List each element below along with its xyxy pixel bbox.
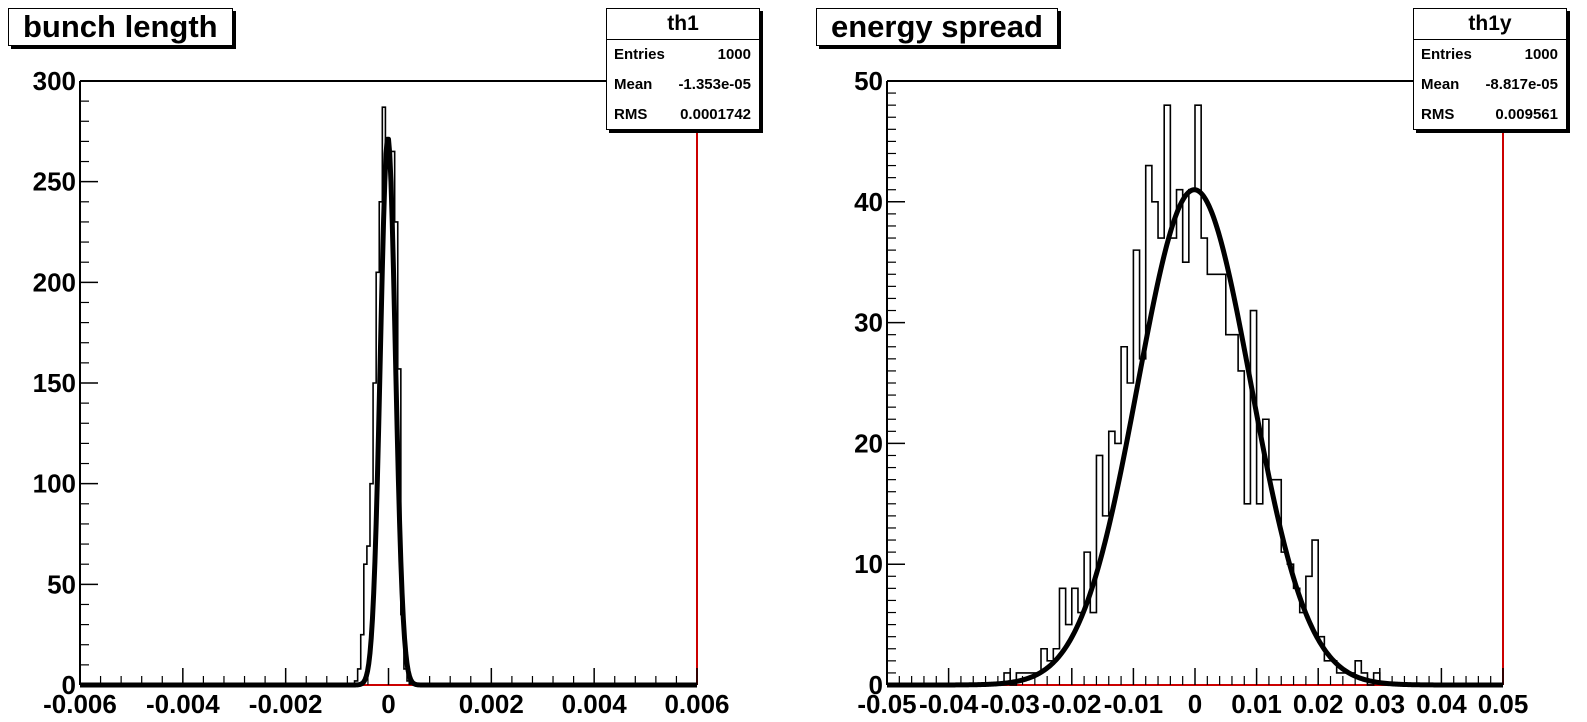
stats-value: -1.353e-05 xyxy=(678,76,751,93)
x-tick-label: 0 xyxy=(1188,689,1202,719)
stats-row-mean: Mean -8.817e-05 xyxy=(1414,70,1566,100)
stats-row-entries: Entries 1000 xyxy=(1414,40,1566,70)
histogram-bin xyxy=(1300,613,1306,685)
stats-name: th1y xyxy=(1414,9,1566,40)
x-tick-label: -0.04 xyxy=(919,689,979,719)
x-tick-label: 0.02 xyxy=(1293,689,1344,719)
histogram-bin xyxy=(1109,431,1115,685)
stats-row-rms: RMS 0.0001742 xyxy=(607,100,759,130)
x-tick-label: 0.04 xyxy=(1416,689,1467,719)
x-tick-label: 0.01 xyxy=(1231,689,1282,719)
histogram-bin xyxy=(1232,335,1238,685)
energy-spread-chart: -0.05 -0.04 -0.03 -0.02 -0.01 0 0.01 0.02 0.03 0.… xyxy=(854,66,1529,719)
histogram-bin xyxy=(1238,371,1244,685)
histogram-bin xyxy=(1324,661,1330,685)
chart-title: bunch length xyxy=(8,8,233,46)
x-tick-label: 0 xyxy=(381,689,395,719)
histogram-bin xyxy=(1244,504,1250,685)
y-tick-label: 40 xyxy=(854,187,883,217)
x-tick-label: -0.004 xyxy=(146,689,220,719)
histogram-bin xyxy=(1158,238,1164,685)
histogram-bin xyxy=(1201,238,1207,685)
histogram-bin xyxy=(1066,625,1072,685)
stats-value: -8.817e-05 xyxy=(1485,76,1558,93)
y-tick-label: 250 xyxy=(33,167,76,197)
x-tick-label: 0.05 xyxy=(1478,689,1529,719)
y-tick-label: 200 xyxy=(33,267,76,297)
histogram-bin xyxy=(385,151,388,685)
stats-row-mean: Mean -1.353e-05 xyxy=(607,70,759,100)
stats-row-entries: Entries 1000 xyxy=(607,40,759,70)
y-tick-label: 50 xyxy=(854,66,883,96)
histogram-outline xyxy=(1003,104,1381,686)
stats-label: Entries xyxy=(614,46,665,63)
x-tick-label: 0.002 xyxy=(459,689,524,719)
x-tick-label: -0.03 xyxy=(981,689,1040,719)
panel-bunch-length: -0.006 -0.004 -0.002 0 0.002 0.004 0.006 0 50 100… xyxy=(8,8,760,719)
y-tick-label: 150 xyxy=(33,368,76,398)
panel-energy-spread: -0.05 -0.04 -0.03 -0.02 -0.01 0 0.01 0.02 0.03 0.… xyxy=(806,0,1587,722)
bunch-length-chart: -0.006 -0.004 -0.002 0 0.002 0.004 0.006 0 50 100… xyxy=(33,66,730,719)
histogram-bin xyxy=(1084,552,1090,685)
x-tick-label: 0.004 xyxy=(562,689,628,719)
histogram-bin xyxy=(1164,105,1170,685)
x-tick-label: 0.006 xyxy=(664,689,729,719)
y-tick-label: 10 xyxy=(854,549,883,579)
histogram-bin xyxy=(1207,274,1213,685)
stats-row-rms: RMS 0.009561 xyxy=(1414,100,1566,130)
histogram-bin xyxy=(1226,335,1232,685)
stats-label: Mean xyxy=(1421,76,1460,93)
y-tick-label: 30 xyxy=(854,308,883,338)
histogram-bin xyxy=(1355,661,1361,685)
stats-value: 0.009561 xyxy=(1495,106,1558,123)
y-tick-label: 100 xyxy=(33,469,76,499)
histogram-bin xyxy=(1133,250,1139,685)
stats-box: th1 Entries 1000 Mean -1.353e-05 RMS 0.0… xyxy=(606,8,760,130)
stats-label: Mean xyxy=(614,76,653,93)
histogram-bin xyxy=(1170,238,1176,685)
stats-value: 0.0001742 xyxy=(680,106,751,123)
histogram-bin xyxy=(1250,311,1256,685)
histogram-bin xyxy=(1177,190,1183,685)
histogram-bin xyxy=(1337,673,1343,685)
y-tick-label: 50 xyxy=(47,569,76,599)
stats-label: Entries xyxy=(1421,46,1472,63)
histogram-bin xyxy=(1312,540,1318,685)
histogram-bin xyxy=(1294,588,1300,685)
x-tick-label: -0.02 xyxy=(1042,689,1101,719)
histogram-bin xyxy=(1213,274,1219,685)
stats-value: 1000 xyxy=(717,46,751,63)
stats-label: RMS xyxy=(1421,106,1455,123)
histogram-bin xyxy=(1059,588,1065,685)
histogram-bin xyxy=(1257,504,1263,685)
x-tick-label: -0.002 xyxy=(249,689,323,719)
histogram-bin xyxy=(1140,359,1146,685)
stats-label: RMS xyxy=(614,106,648,123)
histogram-bin xyxy=(1220,274,1226,685)
x-tick-label: -0.006 xyxy=(43,689,117,719)
histogram-bin xyxy=(1121,347,1127,685)
stats-name: th1 xyxy=(607,9,759,40)
y-tick-label: 20 xyxy=(854,428,883,458)
y-tick-label: 0 xyxy=(869,670,883,700)
x-tick-label: 0.03 xyxy=(1354,689,1405,719)
stats-value: 1000 xyxy=(1524,46,1558,63)
histogram-bin xyxy=(1090,613,1096,685)
histogram-bin xyxy=(1189,190,1195,685)
y-tick-label: 0 xyxy=(62,670,76,700)
histogram-bin xyxy=(1183,262,1189,685)
y-tick-label: 300 xyxy=(33,66,76,96)
fit-curve xyxy=(885,187,1505,688)
stats-box: th1y Entries 1000 Mean -8.817e-05 RMS 0.… xyxy=(1413,8,1567,130)
chart-title: energy spread xyxy=(816,8,1058,46)
histogram-bin xyxy=(1152,202,1158,685)
histogram-bin xyxy=(1281,552,1287,685)
x-tick-label: -0.01 xyxy=(1104,689,1163,719)
histogram-bin xyxy=(1146,166,1152,685)
x-tick-label: -0.05 xyxy=(857,689,916,719)
